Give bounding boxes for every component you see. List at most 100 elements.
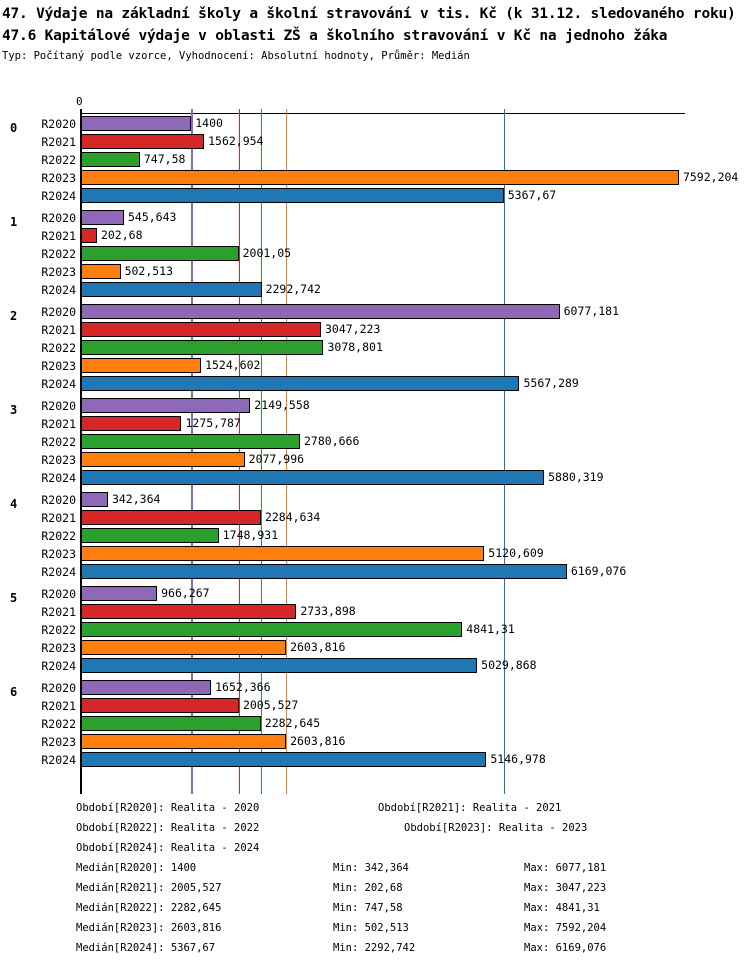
bar-r2020[interactable] [81, 492, 108, 507]
bar-row-label: R2023 [41, 547, 76, 561]
max-stat-r2020: Max: 6077,181 [524, 862, 607, 874]
bar-group: 2 R2020 6077,181 R2021 3047,223 R2022 3078,801… [0, 303, 750, 397]
bar-row[interactable]: R2021 1275,787 [0, 415, 750, 433]
bar-row[interactable]: R2020 2149,558 [0, 397, 750, 415]
bar-r2022[interactable] [81, 340, 324, 355]
bar-r2021[interactable] [81, 698, 239, 713]
bar-r2023[interactable] [81, 358, 202, 373]
bar-row[interactable]: R2023 502,513 [0, 263, 750, 281]
bar-r2024[interactable] [81, 752, 487, 767]
bar-value-label: 2603,816 [290, 640, 346, 654]
bar-row[interactable]: R2021 2733,898 [0, 603, 750, 621]
bar-row[interactable]: R2024 5146,978 [0, 751, 750, 769]
bar-r2022[interactable] [81, 246, 239, 261]
chart-footer: Období[R2020]: Realita - 2020 Období[R20… [0, 798, 750, 958]
bar-group: 4 R2020 342,364 R2021 2284,634 R2022 1748,931 R… [0, 491, 750, 585]
bar-r2023[interactable] [81, 546, 485, 561]
bar-r2022[interactable] [81, 152, 140, 167]
group-index-label: 3 [10, 403, 18, 417]
bar-row[interactable]: R2023 7592,204 [0, 169, 750, 187]
max-stat-r2024: Max: 6169,076 [524, 942, 607, 954]
median-line-r2020 [191, 109, 193, 794]
bar-r2020[interactable] [81, 398, 251, 413]
bar-row[interactable]: R2024 5367,67 [0, 187, 750, 205]
bar-row-label: R2021 [41, 229, 76, 243]
bar-row[interactable]: R2022 4841,31 [0, 621, 750, 639]
bar-row[interactable]: R2023 2603,816 [0, 733, 750, 751]
bar-r2021[interactable] [81, 604, 297, 619]
bar-r2024[interactable] [81, 658, 478, 673]
median-line-r2022 [260, 109, 263, 794]
bar-value-label: 502,513 [124, 264, 174, 278]
bar-row[interactable]: R2022 2001,05 [0, 245, 750, 263]
bar-row[interactable]: R2023 1524,602 [0, 357, 750, 375]
bar-row[interactable]: R2020 6077,181 [0, 303, 750, 321]
bar-row[interactable]: R2021 2284,634 [0, 509, 750, 527]
bar-value-label: 2077,996 [248, 452, 305, 466]
bar-row[interactable]: R2023 2603,816 [0, 639, 750, 657]
bar-r2024[interactable] [81, 188, 504, 203]
bar-r2022[interactable] [81, 716, 261, 731]
bar-r2023[interactable] [81, 640, 287, 655]
bar-r2021[interactable] [81, 510, 261, 525]
bar-r2021[interactable] [81, 228, 97, 243]
bar-row[interactable]: R2024 5567,289 [0, 375, 750, 393]
bar-row[interactable]: R2021 3047,223 [0, 321, 750, 339]
bar-row[interactable]: R2020 545,643 [0, 209, 750, 227]
bar-row-label: R2022 [41, 153, 76, 167]
bar-value-label: 1524,602 [205, 358, 261, 372]
bar-r2020[interactable] [81, 680, 212, 695]
bar-r2024[interactable] [81, 470, 545, 485]
bar-row-label: R2022 [41, 623, 76, 637]
bar-r2020[interactable] [81, 116, 192, 131]
bar-row[interactable]: R2024 5880,319 [0, 469, 750, 487]
bar-row[interactable]: R2021 202,68 [0, 227, 750, 245]
bar-row[interactable]: R2024 2292,742 [0, 281, 750, 299]
bar-row[interactable]: R2022 1748,931 [0, 527, 750, 545]
bar-r2023[interactable] [81, 264, 121, 279]
bar-row[interactable]: R2020 1400 [0, 115, 750, 133]
bar-value-label: 2284,634 [264, 510, 321, 524]
bar-row[interactable]: R2023 5120,609 [0, 545, 750, 563]
bar-r2020[interactable] [81, 304, 560, 319]
bar-r2023[interactable] [81, 734, 287, 749]
bar-value-label: 3047,223 [324, 322, 381, 336]
bar-row[interactable]: R2020 1652,366 [0, 679, 750, 697]
bar-r2021[interactable] [81, 322, 321, 337]
bar-row[interactable]: R2024 5029,868 [0, 657, 750, 675]
bar-row-label: R2020 [41, 493, 76, 507]
median-stat-r2023: Medián[R2023]: 2603,816 [76, 922, 222, 934]
bar-row[interactable]: R2023 2077,996 [0, 451, 750, 469]
bar-r2024[interactable] [81, 376, 520, 391]
bar-r2022[interactable] [81, 528, 219, 543]
bar-r2020[interactable] [81, 210, 124, 225]
bar-row[interactable]: R2020 342,364 [0, 491, 750, 509]
bar-r2021[interactable] [81, 416, 182, 431]
bar-row[interactable]: R2021 2005,527 [0, 697, 750, 715]
legend-row: Období[R2020]: Realita - 2020 Období[R20… [0, 798, 750, 818]
bar-row-label: R2023 [41, 359, 76, 373]
bar-row[interactable]: R2020 966,267 [0, 585, 750, 603]
bar-r2024[interactable] [81, 564, 567, 579]
value-axis [80, 109, 82, 794]
bar-value-label: 202,68 [100, 228, 143, 242]
bar-row[interactable]: R2022 2282,645 [0, 715, 750, 733]
bar-r2021[interactable] [81, 134, 205, 149]
bar-row[interactable]: R2022 3078,801 [0, 339, 750, 357]
legend-item-r2024: Období[R2024]: Realita - 2024 [76, 842, 260, 854]
bar-r2023[interactable] [81, 452, 245, 467]
median-line-r2024 [503, 109, 506, 794]
bar-r2023[interactable] [81, 170, 679, 185]
bar-r2024[interactable] [81, 282, 262, 297]
bar-row-label: R2022 [41, 435, 76, 449]
bar-row[interactable]: R2024 6169,076 [0, 563, 750, 581]
bar-value-label: 5880,319 [548, 470, 604, 484]
bar-r2020[interactable] [81, 586, 158, 601]
bar-value-label: 6169,076 [570, 564, 627, 578]
bar-row[interactable]: R2022 747,58 [0, 151, 750, 169]
bar-row[interactable]: R2022 2780,666 [0, 433, 750, 451]
bar-r2022[interactable] [81, 434, 300, 449]
bar-value-label: 4841,31 [466, 622, 515, 636]
bar-row[interactable]: R2021 1562,954 [0, 133, 750, 151]
bar-r2022[interactable] [81, 622, 463, 637]
